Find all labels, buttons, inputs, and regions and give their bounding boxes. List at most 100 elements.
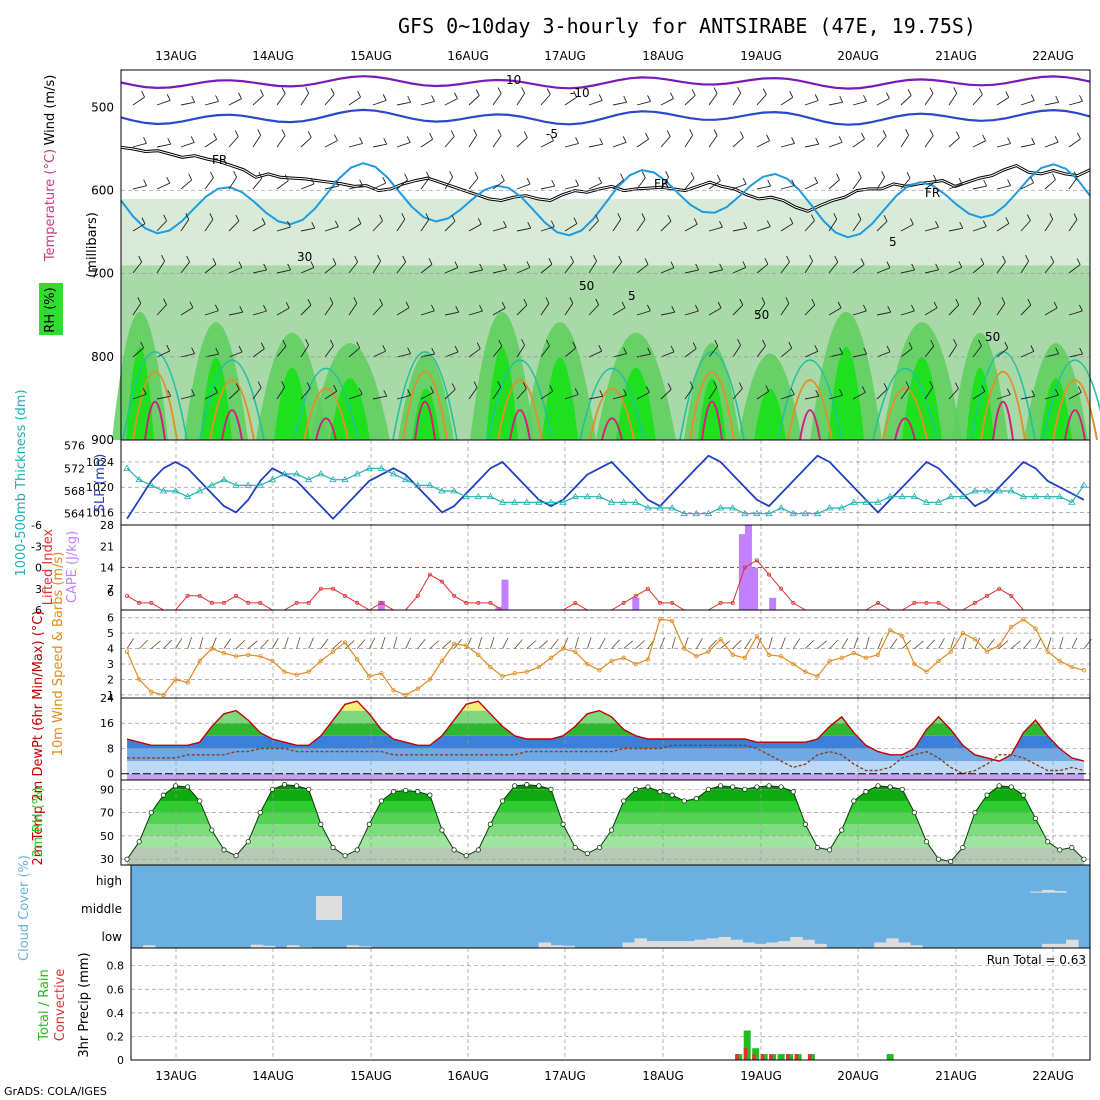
wind-barb (972, 391, 986, 400)
thickness-axis-label: 1000-500mb Thickness (dm) (14, 389, 29, 576)
thickness-point (874, 498, 882, 505)
wind-barb-flag (980, 257, 985, 265)
lifted-point (742, 565, 747, 570)
rh2m-point (851, 798, 857, 804)
wind-barb (396, 261, 407, 274)
wind10m-point (318, 658, 324, 664)
wind10m-barb (938, 637, 945, 649)
precip-tick: 0.2 (107, 1030, 125, 1043)
wind-barb-flag (789, 91, 794, 98)
wind-barb (276, 93, 286, 106)
rh2m-point (923, 839, 930, 845)
wind-barb-flag (186, 255, 191, 263)
wind10m-barb (1059, 636, 1064, 649)
wind-barb-flag (691, 89, 696, 96)
wind-barb-flag (454, 92, 458, 99)
wind-barb-flag (377, 255, 381, 262)
lifted-point (185, 593, 190, 598)
wind10m-barb (417, 638, 426, 649)
wind-barb (180, 353, 195, 358)
slp-tick: 1024 (86, 456, 114, 469)
wind-barb (1020, 100, 1035, 106)
wind-barb-flag (431, 95, 435, 102)
wind-barb (564, 223, 578, 232)
contour-label: 50 (985, 330, 1000, 344)
cape-tick: 6 (107, 586, 114, 599)
wind-barb-flag (838, 136, 843, 143)
wind-barb-flag (742, 261, 747, 268)
rh2m-point (560, 821, 566, 827)
wind-barb (468, 177, 479, 190)
wind10m-barb (1023, 639, 1032, 649)
wind-barb-flag (333, 385, 338, 392)
wind-barb (828, 141, 843, 148)
wind-barb-flag (526, 177, 531, 185)
thickness-point (607, 498, 616, 505)
wind-barb (828, 394, 843, 400)
thickness-point (1019, 492, 1028, 500)
wind-barb (900, 135, 910, 148)
wind-barb (468, 387, 478, 400)
wind10m-point (548, 655, 554, 661)
bottom-date-tick: 20AUG (837, 1069, 879, 1083)
wind-barb (564, 185, 579, 190)
wind-barb (564, 143, 579, 148)
wind-barb (132, 347, 144, 358)
bottom-date-tick: 15AUG (350, 1069, 392, 1083)
wind-barb-flag (527, 222, 532, 229)
wind-barb-flag (761, 297, 766, 304)
lifted-axis-label: Lifted Index (41, 528, 56, 605)
wind10m-point (972, 637, 978, 642)
precip-bar (886, 1054, 894, 1060)
lifted-point (876, 600, 881, 605)
wind-barb (732, 183, 747, 190)
wind-barb-flag (1005, 217, 1010, 224)
wind-barb-flag (546, 339, 550, 347)
wind-barb (444, 176, 453, 190)
wind-barb (492, 387, 502, 400)
wind-barb (564, 394, 579, 400)
wind-barb-flag (690, 172, 695, 179)
wind10m-point (924, 669, 929, 674)
wind-barb (660, 98, 674, 106)
cloud-bar (622, 942, 635, 948)
temp-contour-20 (701, 401, 723, 441)
wind10m-point (597, 668, 602, 673)
wind-barb-flag (382, 176, 387, 184)
wind10m-barb (1035, 637, 1042, 649)
wind-barb-flag (163, 214, 168, 222)
wind-barb (444, 311, 459, 316)
wind-barb (948, 266, 962, 274)
wind-barb-flag (909, 218, 914, 225)
lifted-point (234, 593, 239, 598)
wind-barb (660, 220, 672, 232)
wind-barb (636, 177, 646, 190)
wind-barb (492, 226, 507, 232)
wind10m-point (185, 680, 190, 685)
wind-barb (228, 311, 243, 316)
cape-bar (632, 597, 640, 610)
rh2m-point (596, 844, 603, 851)
precip-conv-bar (735, 1054, 739, 1060)
wind-barb (924, 269, 939, 274)
wind10m-barb (502, 637, 509, 649)
wind-barb (468, 95, 480, 106)
thickness-point (292, 470, 301, 477)
wind10m-barb (805, 639, 815, 649)
rh2m-point (1069, 844, 1075, 851)
wind-barb-flag (717, 301, 722, 309)
wind10m-barb (320, 638, 329, 649)
wind10m-point (500, 674, 505, 679)
wind-barb (156, 182, 170, 190)
wind-barb-flag (166, 176, 171, 184)
precip-legend-total: Total / Rain (37, 969, 52, 1042)
wind-barb (300, 388, 311, 400)
wind-barb (612, 394, 627, 400)
wind-barb (300, 93, 310, 106)
wind10m-barb (272, 637, 279, 649)
wind10m-point (1033, 626, 1038, 631)
wind-barb-flag (764, 257, 769, 265)
wind-barb-flag (407, 389, 411, 396)
rh2m-point (633, 786, 639, 792)
wind10m-point (996, 643, 1002, 648)
